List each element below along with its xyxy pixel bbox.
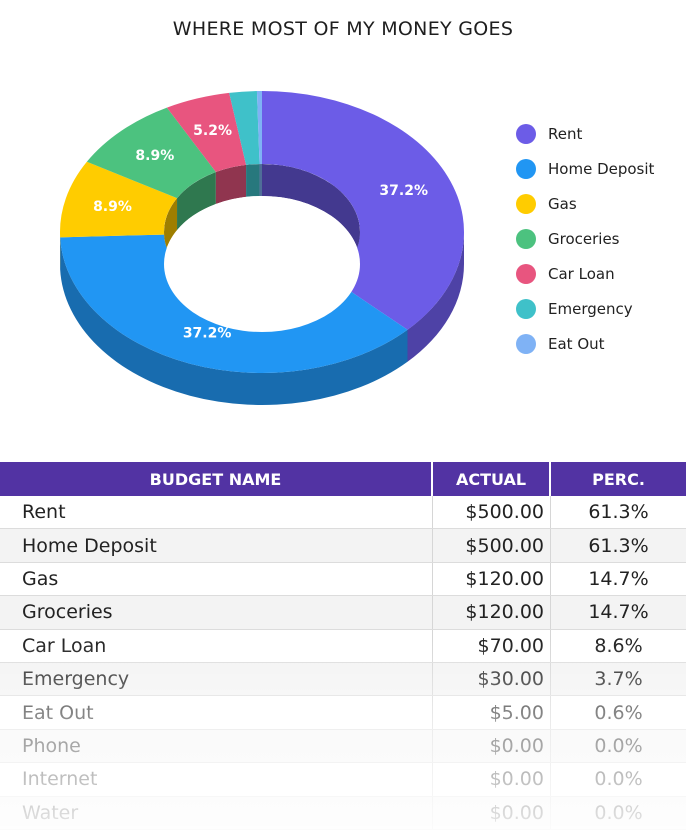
budget-name-cell: Car Loan	[0, 629, 433, 662]
perc-cell: 61.3%	[588, 534, 649, 557]
actual-cell: $5.00	[433, 696, 551, 729]
actual-cell: $120.00	[433, 562, 551, 596]
data-label: 8.9%	[135, 148, 174, 164]
legend-item: Car Loan	[516, 256, 654, 291]
budget-name-cell: Gas	[0, 562, 433, 596]
actual-cell: $70.00	[433, 629, 551, 662]
perc-cell: 3.7%	[594, 668, 643, 691]
data-label: 37.2%	[379, 183, 428, 199]
donut-data-labels: 37.2% 37.2% 8.9% 8.9% 5.2%	[93, 123, 428, 341]
legend-item: Emergency	[516, 291, 654, 326]
perc-cell: 14.7%	[588, 567, 649, 590]
header-budget-name[interactable]: BUDGET NAME	[0, 462, 433, 496]
perc-cell: 0.6%	[594, 701, 643, 724]
slice-inner-wall-3-1	[177, 172, 216, 231]
slice-outer-wall-1	[60, 237, 408, 405]
legend-marker	[516, 158, 536, 179]
legend-item: Home Deposit	[516, 151, 654, 186]
actual-cell: $500.00	[433, 529, 551, 562]
actual-cell: $120.00	[433, 596, 551, 629]
budget-name-cell: Emergency	[0, 662, 433, 696]
slice-inner-wall-5-1	[246, 164, 260, 197]
legend-marker	[516, 263, 536, 284]
table-body: Rent $500.00 61.3% Home Deposit $500.00 61.3%…	[0, 496, 686, 830]
legend-item: Eat Out	[516, 326, 654, 361]
table-row[interactable]: Water $0.00 0.0%	[0, 796, 686, 830]
legend-marker	[516, 228, 536, 249]
actual-cell: $0.00	[433, 729, 551, 763]
perc-cell: 0.0%	[594, 801, 643, 824]
table-row[interactable]: Car Loan $70.00 8.6%	[0, 629, 686, 663]
data-label: 5.2%	[193, 123, 232, 139]
legend-marker	[516, 193, 536, 214]
budget-table: BUDGET NAME ACTUAL PERC. Rent $500.00 61.3…	[0, 462, 686, 830]
perc-cell: 0.0%	[594, 768, 643, 791]
legend-label: Home Deposit	[548, 159, 655, 178]
legend-item: Rent	[516, 116, 654, 151]
legend-item: Gas	[516, 186, 654, 221]
table-row[interactable]: Gas $120.00 14.7%	[0, 562, 686, 597]
budget-name-cell: Water	[0, 796, 433, 829]
donut-hole	[164, 196, 360, 332]
header-perc[interactable]: PERC.	[592, 469, 645, 489]
slice-car-loan[interactable]	[166, 92, 247, 173]
legend-label: Emergency	[548, 299, 633, 318]
slice-gas[interactable]	[60, 161, 178, 238]
table-header: BUDGET NAME ACTUAL PERC.	[0, 462, 686, 496]
table-row[interactable]: Rent $500.00 61.3%	[0, 496, 686, 530]
budget-name-cell: Internet	[0, 763, 433, 796]
table-row[interactable]: Eat Out $5.00 0.6%	[0, 696, 686, 730]
budget-name-cell: Eat Out	[0, 696, 433, 729]
slice-inner-wall-6-1	[259, 164, 262, 197]
slice-groceries[interactable]	[86, 107, 216, 199]
actual-cell: $0.00	[433, 796, 551, 829]
legend-marker	[516, 123, 536, 144]
table-row[interactable]: Phone $0.00 0.0%	[0, 729, 686, 764]
perc-cell: 0.0%	[594, 734, 643, 757]
data-label: 8.9%	[93, 199, 132, 215]
legend-marker	[516, 298, 536, 319]
slice-inner-wall-2-1	[164, 198, 178, 264]
slice-inner-wall-4-1	[215, 164, 247, 205]
header-actual[interactable]: ACTUAL	[433, 462, 551, 496]
budget-name-cell: Phone	[0, 729, 433, 763]
perc-cell: 61.3%	[588, 501, 649, 524]
slice-eat-out[interactable]	[256, 91, 262, 165]
perc-cell: 14.7%	[588, 601, 649, 624]
actual-cell: $30.00	[433, 662, 551, 696]
donut-chart: 37.2% 37.2% 8.9% 8.9% 5.2%	[60, 91, 464, 405]
legend-item: Groceries	[516, 221, 654, 256]
budget-name-cell: Groceries	[0, 596, 433, 629]
budget-name-cell: Rent	[0, 496, 433, 529]
legend-label: Eat Out	[548, 334, 605, 353]
donut-inner-walls	[164, 164, 360, 264]
legend-label: Groceries	[548, 229, 620, 248]
actual-cell: $500.00	[433, 496, 551, 529]
legend-label: Gas	[548, 194, 577, 213]
chart-legend: Rent Home Deposit Gas Groceries Car Loan Emer…	[516, 116, 654, 361]
slice-rent[interactable]	[262, 91, 464, 330]
data-label: 37.2%	[183, 325, 232, 341]
table-row[interactable]: Emergency $30.00 3.7%	[0, 662, 686, 697]
legend-label: Car Loan	[548, 264, 615, 283]
slice-outer-wall-0	[407, 232, 464, 362]
table-row[interactable]: Internet $0.00 0.0%	[0, 763, 686, 797]
actual-cell: $0.00	[433, 763, 551, 796]
budget-name-cell: Home Deposit	[0, 529, 433, 562]
table-row[interactable]: Home Deposit $500.00 61.3%	[0, 529, 686, 563]
legend-label: Rent	[548, 124, 583, 143]
slice-emergency[interactable]	[229, 91, 260, 165]
chart-title: WHERE MOST OF MY MONEY GOES	[172, 18, 514, 40]
slice-inner-wall-0-0	[262, 164, 360, 264]
legend-marker	[516, 333, 536, 354]
perc-cell: 8.6%	[594, 634, 643, 657]
table-row[interactable]: Groceries $120.00 14.7%	[0, 596, 686, 630]
donut-outer-walls	[60, 232, 464, 405]
